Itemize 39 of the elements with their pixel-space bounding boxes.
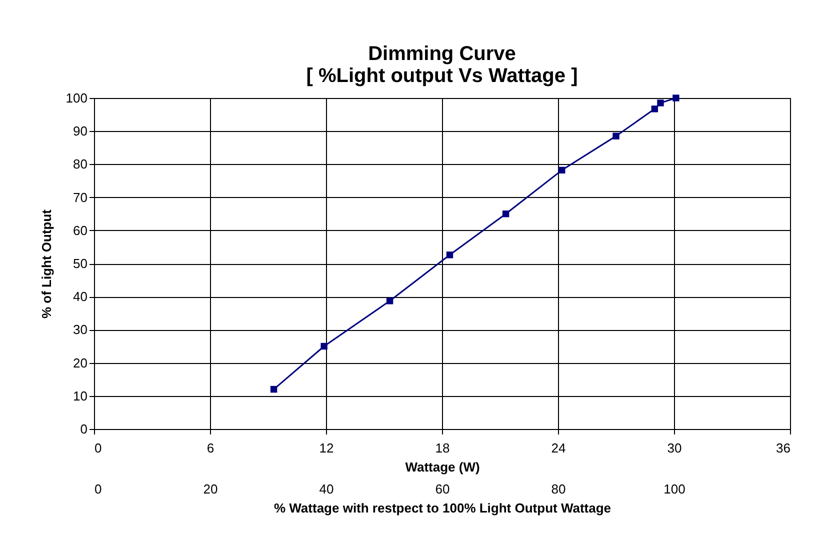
x-tick-label: 36 xyxy=(776,440,790,456)
y-tick-label: 80 xyxy=(73,156,88,172)
x-axis-title: Wattage (W) xyxy=(405,460,480,474)
x2-tick-label: 40 xyxy=(319,482,334,496)
x-tick-label: 12 xyxy=(319,440,334,456)
x2-tick-label: 100 xyxy=(664,482,686,496)
y-tick-label: 10 xyxy=(73,388,88,404)
y-tick-label: 0 xyxy=(80,422,88,436)
y-axis-title: % of Light Output xyxy=(38,208,54,319)
x-tick-label: 6 xyxy=(206,440,214,456)
x-tick-label: 18 xyxy=(435,440,450,456)
y-tick-label: 60 xyxy=(73,222,88,238)
x2-tick-label: 60 xyxy=(435,482,450,496)
x2-tick-label: 0 xyxy=(94,482,102,496)
point xyxy=(558,166,566,174)
y-tick-label: 50 xyxy=(73,256,88,271)
y-tick-label: 100 xyxy=(66,90,88,106)
point xyxy=(612,132,620,140)
x-tick-label: 30 xyxy=(667,440,682,456)
point xyxy=(502,210,510,218)
y-tick-label: 30 xyxy=(73,322,88,338)
x2-tick-label: 80 xyxy=(551,482,566,496)
point xyxy=(672,94,680,102)
point xyxy=(320,342,328,350)
x2-axis-title: % Wattage with restpect to 100% Light Output Wattage xyxy=(274,500,612,516)
x2-tick-label: 20 xyxy=(203,482,218,496)
text: [ %Light output Vs Wattage ] xyxy=(306,65,578,87)
y-tick-label: 90 xyxy=(73,124,88,139)
y-tick-label: 40 xyxy=(73,289,88,304)
x-tick-label: 24 xyxy=(551,440,566,456)
point xyxy=(270,386,278,393)
point xyxy=(386,298,394,304)
y-tick-label: 70 xyxy=(73,190,88,205)
x-tick-label: 0 xyxy=(94,440,102,456)
point xyxy=(657,100,664,106)
text: Dimming Curve xyxy=(368,43,516,65)
point xyxy=(446,252,454,258)
y-tick-label: 20 xyxy=(73,355,88,370)
point xyxy=(651,106,658,112)
